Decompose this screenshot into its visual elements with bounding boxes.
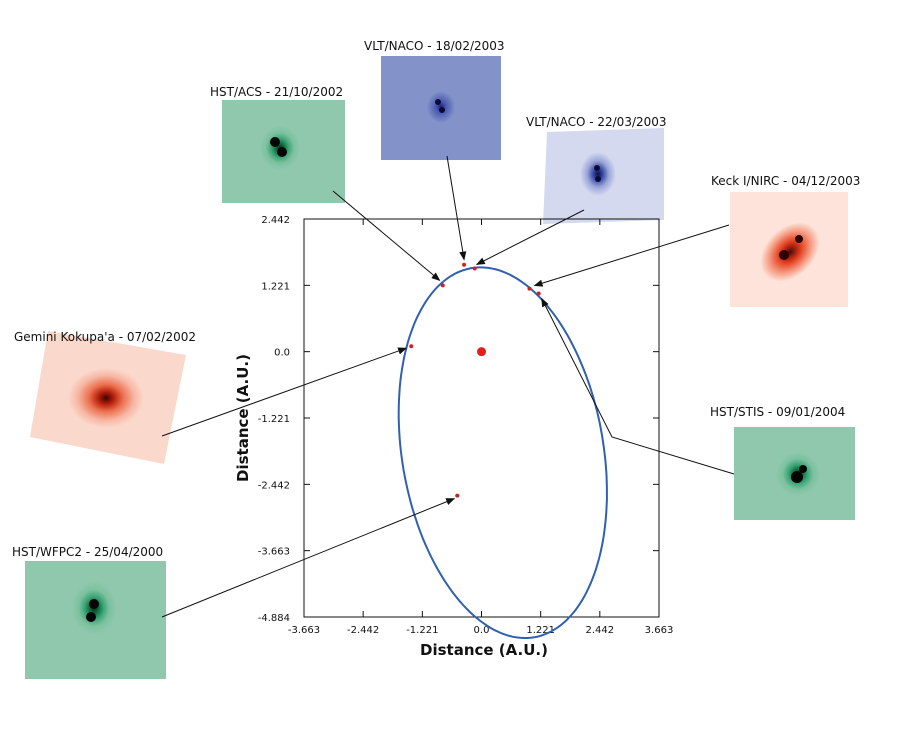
y-tick-label: -4.884: [258, 613, 290, 624]
x-tick-label: 2.442: [586, 625, 615, 636]
observation-point: [472, 266, 477, 271]
orbit-ellipse: [397, 266, 608, 639]
thumbnail-keck-nirc: [730, 192, 848, 307]
observation-points: [409, 262, 541, 498]
orbit-layer: [397, 266, 608, 639]
x-tick-label: 3.663: [645, 625, 674, 636]
observation-point: [462, 262, 467, 267]
y-axis-title: Distance (A.U.): [234, 354, 252, 482]
arrows: [161, 155, 735, 618]
arrow: [541, 297, 735, 475]
observation-point: [536, 291, 541, 296]
arrow: [533, 224, 730, 287]
thumbnail-hst-wfpc2: [25, 561, 166, 679]
plot-area: [303, 218, 660, 618]
y-tick-label: 0.0: [274, 348, 290, 359]
thumbnail-vlt-naco-2: [543, 128, 664, 224]
x-tick-label: 1.221: [526, 625, 555, 636]
arrow: [161, 347, 408, 437]
thumbnail-label: HST/STIS - 09/01/2004: [710, 405, 845, 419]
thumbnail-label: Keck I/NIRC - 04/12/2003: [711, 174, 860, 188]
thumbnail-hst-stis: [734, 427, 855, 520]
thumbnail-label: HST/ACS - 21/10/2002: [210, 85, 343, 99]
arrow: [446, 155, 467, 261]
x-axis-title: Distance (A.U.): [420, 641, 548, 659]
observation-point: [440, 283, 445, 288]
observation-point: [409, 344, 414, 349]
x-tick-label: -3.663: [288, 625, 320, 636]
arrow: [161, 498, 456, 618]
y-tick-label: -3.663: [258, 547, 290, 558]
y-tick-label: -2.442: [258, 480, 290, 491]
arrow: [332, 190, 441, 281]
thumbnail-vlt-naco-1: [381, 56, 501, 160]
y-tick-label: 1.221: [261, 281, 290, 292]
thumbnail-label: VLT/NACO - 22/03/2003: [526, 115, 667, 129]
x-tick-label: -1.221: [406, 625, 438, 636]
thumbnail-label: Gemini Kokupa'a - 07/02/2002: [14, 330, 196, 344]
x-tick-label: -2.442: [347, 625, 379, 636]
arrow: [475, 209, 585, 265]
thumbnail-label: HST/WFPC2 - 25/04/2000: [12, 545, 163, 559]
observation-point: [527, 286, 532, 291]
thumbnail-labels: HST/WFPC2 - 25/04/2000 Gemini Kokupa'a - …: [12, 39, 860, 559]
thumbnail-label: VLT/NACO - 18/02/2003: [364, 39, 505, 53]
thumbnail-hst-acs: [222, 100, 345, 203]
x-tick-label: 0.0: [474, 625, 490, 636]
y-tick-label: 2.442: [261, 215, 290, 226]
axis-ticks: -3.663 -2.442 -1.221 0.0 1.221 2.442 3.663 2.44…: [258, 215, 674, 636]
primary-star: [477, 347, 486, 357]
observation-point: [455, 493, 460, 498]
y-tick-label: -1.221: [258, 414, 290, 425]
thumbnail-gemini-kokupaa: [30, 331, 186, 464]
